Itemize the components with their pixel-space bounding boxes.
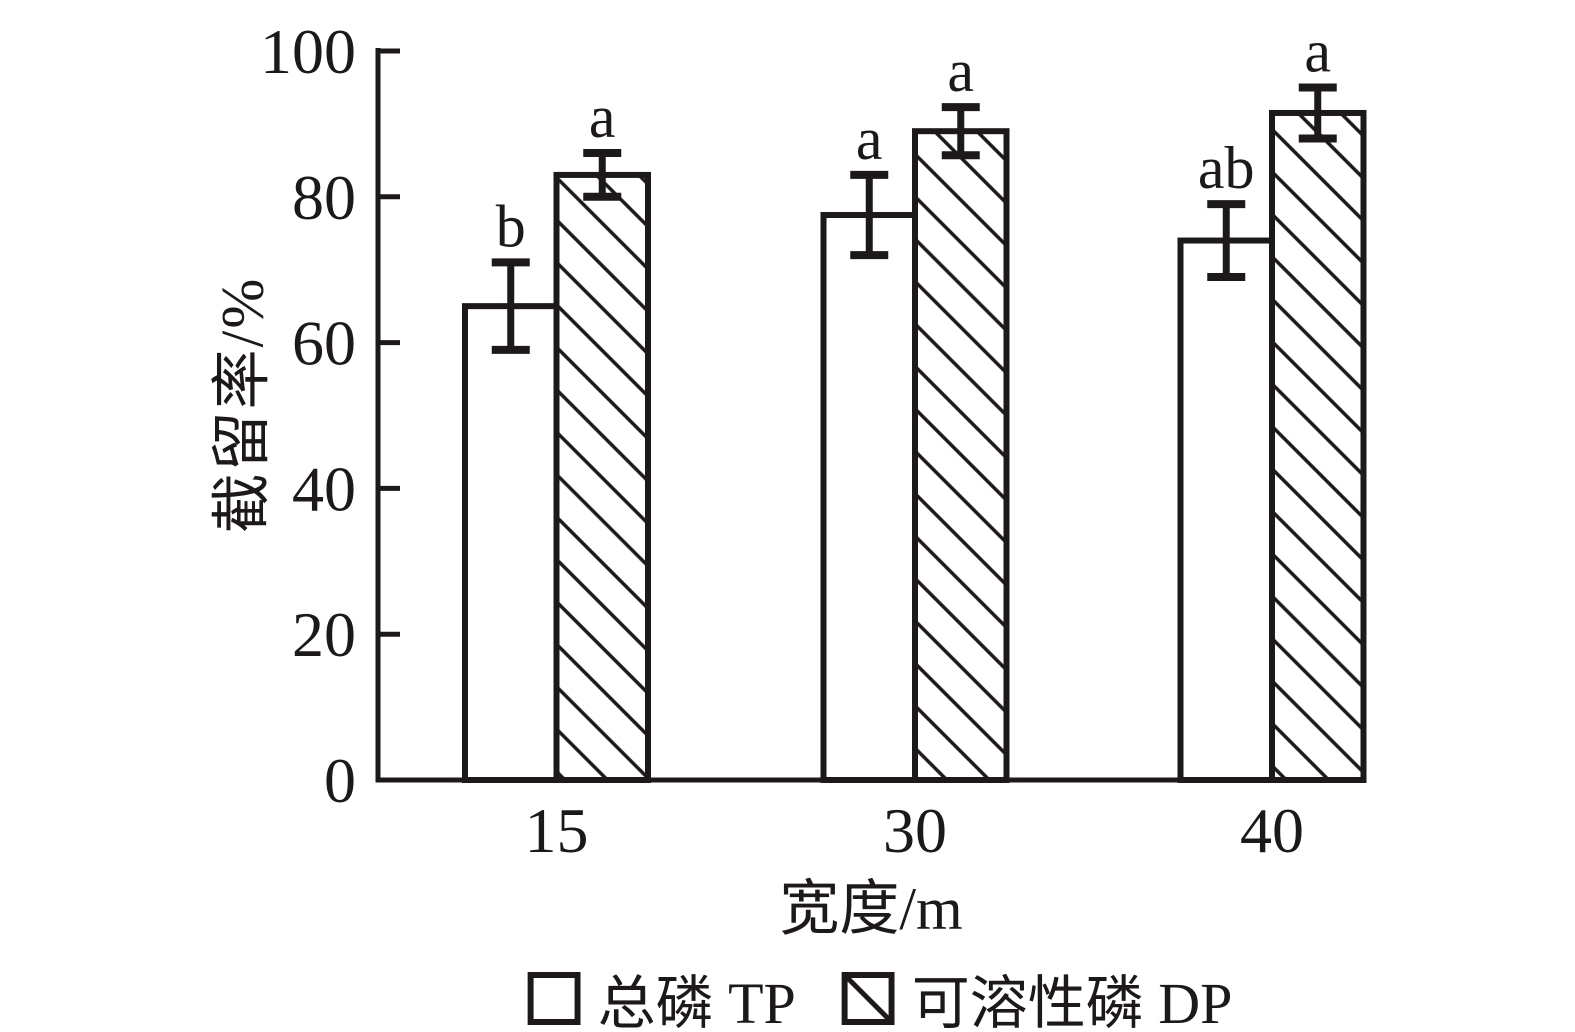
bar-tp-40 [1177,237,1275,784]
bar-tp-30 [820,212,918,783]
y-tick-label: 40 [292,453,356,524]
sig-label-dp-15: a [589,84,616,150]
y-tick-label: 20 [292,599,356,670]
legend: 总磷 TP 可溶性磷 DP [527,956,1233,1032]
bar-tp-15 [462,303,560,783]
sig-label-tp-15: b [496,193,526,259]
legend-item-dp: 可溶性磷 DP [841,956,1233,1032]
bar-dp-40 [1269,109,1367,783]
y-tick-label: 60 [292,308,356,379]
open-square-icon [527,971,581,1025]
legend-item-tp: 总磷 TP [527,956,796,1032]
y-axis-title: 截留率/% [209,276,276,534]
x-axis-title: 宽度/m [779,876,963,942]
x-tick-label-30: 30 [883,795,947,866]
y-tick-label: 80 [292,162,356,233]
bar-dp-15 [553,171,651,783]
y-tick-label: 0 [324,745,356,816]
y-tick-label: 100 [260,16,356,87]
bar-dp-30 [912,128,1010,783]
sig-label-dp-40: a [1304,18,1331,84]
hatched-square-icon [841,971,895,1025]
sig-label-dp-30: a [947,38,974,104]
legend-label-dp: 可溶性磷 DP [911,971,1233,1032]
sig-label-tp-30: a [856,106,883,172]
x-tick-label-15: 15 [525,795,589,866]
legend-label-tp: 总磷 TP [597,971,796,1032]
x-tick-label-40: 40 [1240,795,1304,866]
sig-label-tp-40: ab [1198,135,1255,201]
